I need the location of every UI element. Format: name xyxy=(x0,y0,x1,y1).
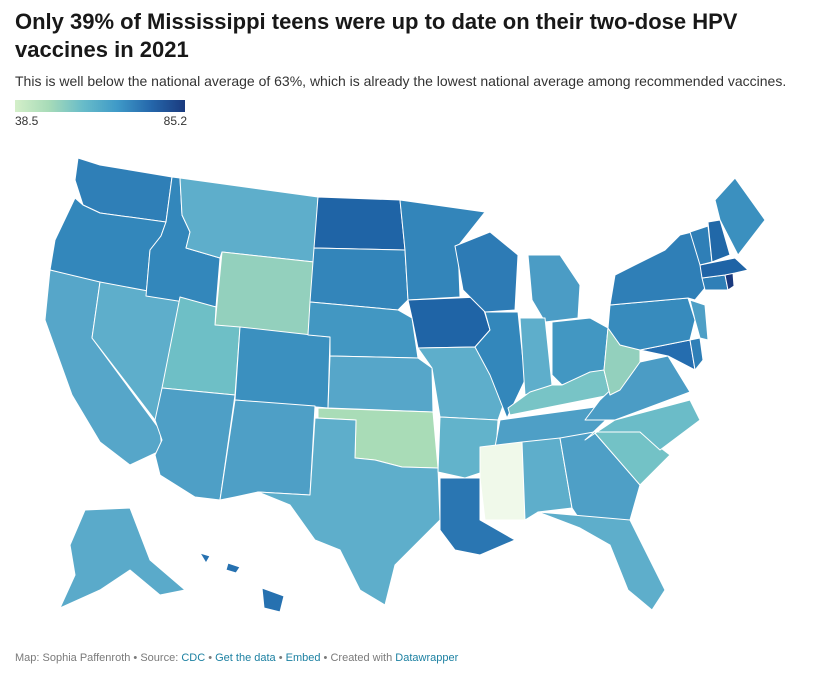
state-illinois[interactable]: Illinois: 70 xyxy=(474,311,526,419)
state-massachusetts[interactable]: Massachusetts: 80 xyxy=(699,257,749,279)
state-michigan[interactable]: Michigan: 65 xyxy=(527,254,581,323)
datawrapper-link[interactable]: Datawrapper xyxy=(395,652,459,664)
source-link[interactable]: CDC xyxy=(181,652,206,664)
state-new-york[interactable]: New York: 72 xyxy=(609,229,706,306)
legend-max-label: 85.2 xyxy=(163,114,187,128)
state-new-mexico[interactable]: New Mexico: 64 xyxy=(219,399,316,501)
state-pennsylvania[interactable]: Pennsylvania: 69 xyxy=(607,297,696,351)
color-legend: 38.5 85.2 xyxy=(15,100,187,130)
legend-min-label: 38.5 xyxy=(15,114,39,128)
footer-sep-1: • xyxy=(205,652,216,664)
state-north-dakota[interactable]: North Dakota: 80 xyxy=(313,196,406,251)
state-mississippi[interactable]: Mississippi: 38.5 xyxy=(479,441,526,521)
state-wisconsin[interactable]: Wisconsin: 73 xyxy=(454,231,519,313)
footer-credits: Map: Sophia Paffenroth • Source: CDC • G… xyxy=(15,652,458,664)
state-kansas[interactable]: Kansas: 62 xyxy=(327,355,434,413)
state-kentucky[interactable]: Kentucky: 53 xyxy=(507,369,611,416)
us-choropleth-map: Washington: 72Oregon: 70California: 62Ne… xyxy=(44,157,766,613)
state-texas[interactable]: Texas: 60 xyxy=(257,417,441,606)
state-minnesota[interactable]: Minnesota: 71 xyxy=(399,199,486,301)
footer-prefix: Map: Sophia Paffenroth • Source: xyxy=(15,652,182,664)
state-colorado[interactable]: Colorado: 68 xyxy=(234,326,331,409)
state-hawaii[interactable]: Hawaii: 75 xyxy=(199,552,285,613)
chart-subtitle: This is well below the national average … xyxy=(15,73,787,89)
state-new-jersey[interactable]: New Jersey: 64 xyxy=(689,299,709,341)
state-delaware[interactable]: Delaware: 72 xyxy=(689,337,704,371)
footer-sep-2: • xyxy=(275,652,286,664)
state-louisiana[interactable]: Louisiana: 74 xyxy=(439,477,516,556)
state-north-carolina[interactable]: North Carolina: 56 xyxy=(584,399,701,451)
state-maine[interactable]: Maine: 68 xyxy=(714,177,766,256)
state-alabama[interactable]: Alabama: 60 xyxy=(521,437,573,521)
embed-link[interactable]: Embed xyxy=(285,652,321,664)
chart-title: Only 39% of Mississippi teens were up to… xyxy=(15,9,738,62)
state-indiana[interactable]: Indiana: 60 xyxy=(519,317,553,396)
get-data-link[interactable]: Get the data xyxy=(215,652,276,664)
legend-gradient xyxy=(15,100,185,112)
state-florida[interactable]: Florida: 60 xyxy=(537,511,666,611)
state-montana[interactable]: Montana: 59 xyxy=(179,177,319,263)
footer-sep-3: • Created with xyxy=(320,652,396,664)
state-new-hampshire[interactable]: New Hampshire: 78 xyxy=(707,219,731,263)
state-south-dakota[interactable]: South Dakota: 71 xyxy=(309,247,409,311)
state-alaska[interactable]: Alaska: 61 xyxy=(59,507,186,609)
state-wyoming[interactable]: Wyoming: 48 xyxy=(214,251,315,336)
